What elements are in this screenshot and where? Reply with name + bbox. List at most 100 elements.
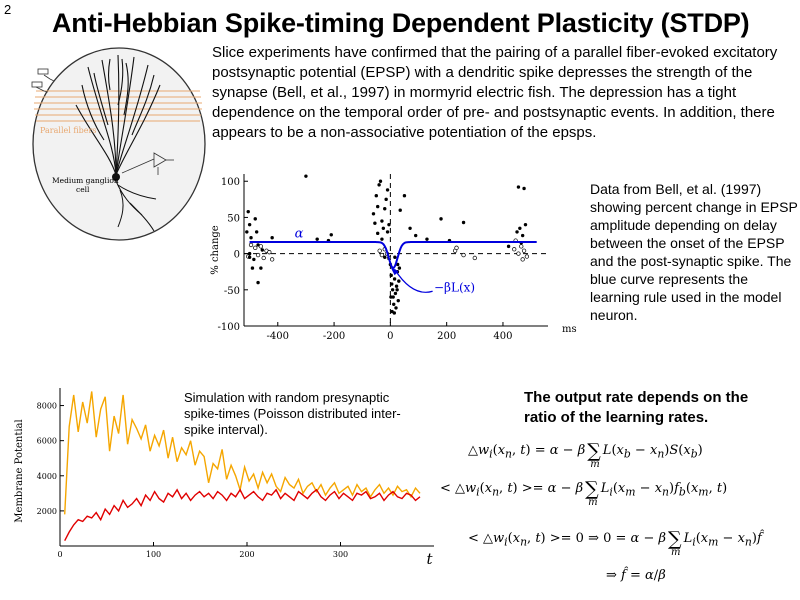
dendritic-tree [75,54,161,176]
sim-series-orange [64,391,421,515]
filled-data-point [398,208,402,212]
open-data-point [519,244,524,249]
open-data-point [512,247,517,252]
sim-x-tick-label: 100 [146,550,161,559]
filled-data-point [259,266,263,270]
sim-series-red [64,488,421,542]
filled-data-point [389,273,393,278]
stdp-chart: 100 50 0 -50 -100 -400 -200 0 200 400 ms % change α −… [210,174,577,342]
slide-number: 2 [4,2,12,17]
filled-data-point [516,185,521,189]
filled-data-point [256,243,260,247]
y-axis-label: % change [210,225,221,275]
slide-title: Anti-Hebbian Spike-timing Dependent Plas… [52,8,750,38]
filled-data-point [247,251,252,256]
filled-data-point [385,188,390,192]
stdp-caption: Data from Bell, et al. (1997) showing pe… [590,181,798,323]
sim-y-axis-label: Membrane Potential [14,419,25,522]
equation-weight-change: △wi(xn, t) = α − β ∑ m L(xb − xn)S(xb) [468,440,703,470]
filled-data-point [385,230,390,234]
equation-rate-ratio: ⇒ f̂ = α/β [606,568,666,583]
filled-data-point [518,226,522,230]
filled-data-point [380,237,384,241]
filled-data-point [387,222,391,227]
filled-data-point [523,222,528,227]
open-data-point [461,252,466,258]
sim-x-tick-label: 300 [333,550,348,559]
rule-annotation-arrowhead [390,267,399,276]
open-data-point [255,252,261,258]
cell-label-line2: cell [76,185,90,194]
x-tick-label: -400 [267,331,289,342]
x-tick-label: 400 [493,331,512,342]
sim-x-tick-label: 0 [57,550,62,559]
filled-data-point [304,174,308,178]
filled-data-point [515,230,519,234]
filled-data-point [396,298,400,303]
filled-data-point [439,217,443,221]
filled-data-point [393,291,398,296]
open-data-point [377,248,382,253]
neuron-illustration: Parallel fibers Medium ganglion cell [31,47,206,241]
filled-data-point [402,194,407,198]
filled-data-point [253,217,257,221]
x-tick-label: 200 [437,331,456,342]
filled-data-point [425,237,429,241]
filled-data-point [506,244,511,249]
open-data-point [516,251,521,256]
filled-data-point [384,197,388,202]
recording-amplifier-icon [121,152,174,175]
axon [115,180,157,232]
filled-data-point [250,266,255,270]
filled-data-point [520,233,525,238]
filled-data-point [394,284,399,288]
filled-data-point [329,233,333,237]
x-unit-label: ms [562,324,577,335]
filled-data-point [249,235,253,240]
open-data-point [524,254,530,259]
filled-data-point [393,255,397,259]
sim-x-axis-label: t [427,550,434,568]
sim-y-tick-label: 6000 [37,437,57,446]
rule-annotation-arrow [394,268,433,293]
equation-average-weight-change: < △wi(xn, t) >= α − β ∑ m Li(xm − xn)fb(xm,… [440,478,728,508]
filled-data-point [374,194,378,198]
open-data-point [261,255,266,261]
filled-data-point [373,221,377,225]
open-data-point [521,248,527,253]
alpha-annotation: α [295,227,304,242]
filled-data-point [247,222,252,227]
stdp-plot-layer: 100 50 0 -50 -100 -400 -200 0 200 400 ms % change α −… [210,174,577,342]
sim-y-tick-label: 4000 [37,472,57,481]
x-tick-label: 0 [387,331,393,342]
simulation-chart: 2000 4000 6000 8000 0 100 200 300 Membrane Poten… [14,388,434,568]
filled-data-point [371,212,376,216]
equation-steady-state: < △wi(xn, t) >= 0 ⇒ 0 = α − β ∑ m Li(xm − x… [468,528,762,558]
stimulating-electrodes-icon [31,68,55,93]
filled-data-point [254,230,259,234]
filled-data-point [461,220,466,225]
y-tick-label: 100 [221,177,240,188]
output-rate-heading-text: The output rate depends on the ratio of … [524,389,749,426]
filled-data-point [380,219,384,223]
filled-data-point [245,230,249,234]
sim-y-tick-label: 2000 [37,507,57,516]
filled-data-point [397,266,402,270]
filled-data-point [414,233,418,238]
filled-data-point [389,295,393,299]
filled-data-point [392,277,397,281]
cell-body [112,173,120,181]
filled-data-point [395,288,399,292]
learning-rule-curve [249,241,537,269]
filled-data-point [390,282,394,286]
parallel-fibers-label: Parallel fibers [40,126,96,135]
cell-label-line1: Medium ganglion [52,176,119,185]
filled-data-point [377,183,381,187]
y-tick-label: -100 [218,322,240,333]
simulation-plot-layer: 2000 4000 6000 8000 0 100 200 300 Membrane Poten… [14,388,434,568]
filled-data-point [392,311,397,315]
open-data-point [253,245,258,250]
rule-annotation: −βL(x) [434,280,475,294]
filled-data-point [247,255,252,259]
x-tick-label: -200 [323,331,345,342]
